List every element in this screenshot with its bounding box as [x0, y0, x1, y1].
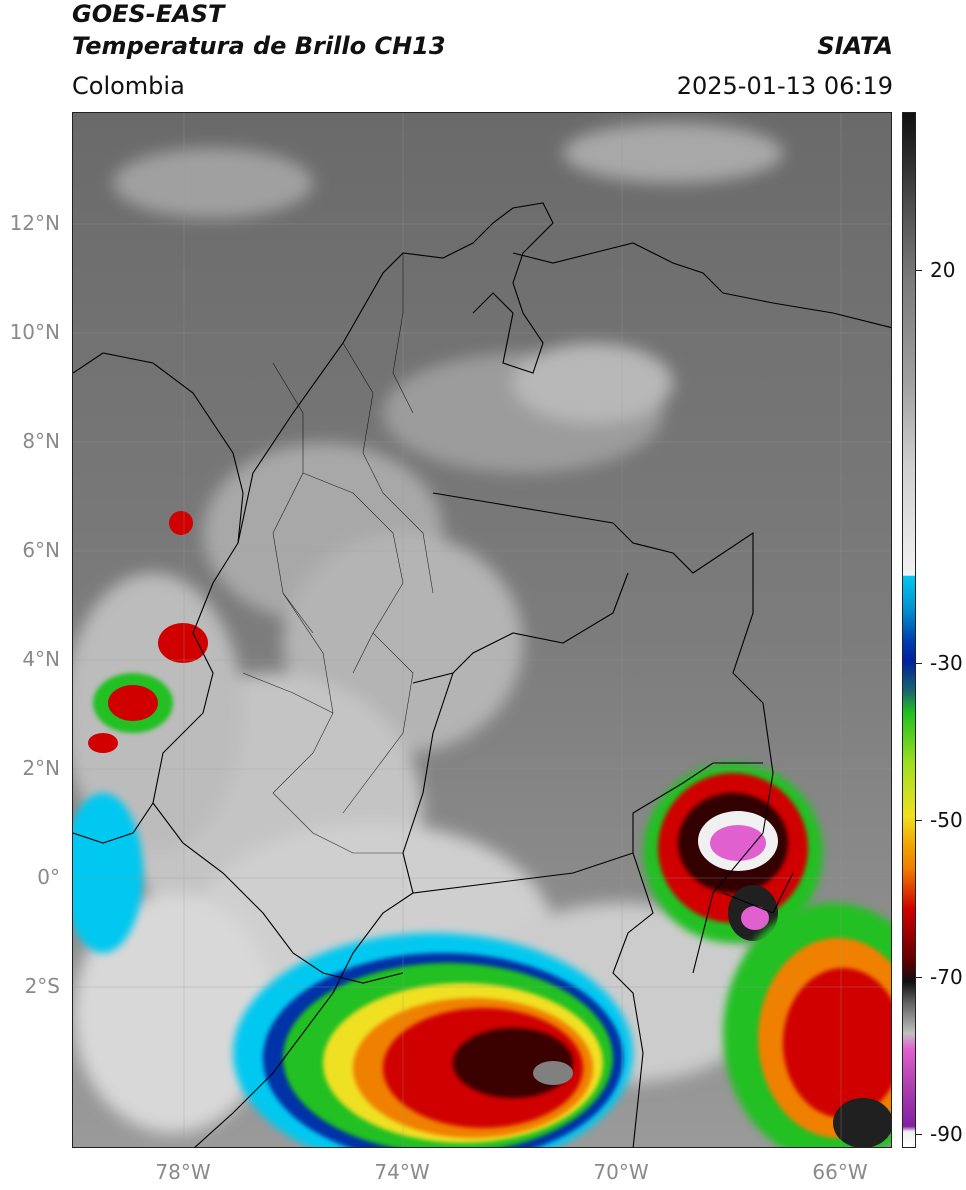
lat-label-2s: 2°S: [24, 974, 60, 998]
colorbar-tick-minus30: [916, 663, 922, 664]
lon-label-66w: 66°W: [812, 1160, 868, 1184]
lat-label-8n: 8°N: [22, 429, 60, 453]
convection-pacific: [73, 511, 208, 953]
temperature-colorbar: [902, 112, 916, 1148]
department-borders: [242, 253, 434, 854]
product-title: Temperatura de Brillo CH13: [72, 32, 446, 60]
colorbar-label-20: 20: [930, 258, 956, 282]
colorbar-label-minus30: -30: [930, 651, 963, 675]
colorbar-label-minus70: -70: [930, 965, 963, 989]
lat-label-6n: 6°N: [22, 538, 60, 562]
colorbar-label-minus50: -50: [930, 808, 963, 832]
lon-label-78w: 78°W: [155, 1160, 211, 1184]
convection-southwest: [233, 933, 633, 1147]
lat-label-2n: 2°N: [22, 756, 60, 780]
colorbar-tick-minus70: [916, 977, 922, 978]
lon-label-74w: 74°W: [374, 1160, 430, 1184]
organization-label: SIATA: [817, 32, 893, 60]
colorbar-tick-20: [916, 270, 922, 271]
lat-label-12n: 12°N: [9, 211, 60, 235]
lon-label-70w: 70°W: [593, 1160, 649, 1184]
region-label: Colombia: [72, 72, 185, 100]
colorbar-tick-minus90: [916, 1134, 922, 1135]
lat-label-4n: 4°N: [22, 647, 60, 671]
lat-label-0: 0°: [37, 865, 60, 889]
convection-southeast: [723, 903, 891, 1147]
convection-east: [643, 763, 823, 943]
borders: [73, 202, 891, 1147]
timestamp-label: 2025-01-13 06:19: [676, 72, 893, 100]
lat-label-10n: 10°N: [9, 320, 60, 344]
map-canvas: [73, 113, 891, 1147]
satellite-map[interactable]: [72, 112, 892, 1148]
satellite-title: GOES-EAST: [72, 0, 225, 28]
colorbar-label-minus90: -90: [930, 1122, 963, 1146]
colorbar-tick-minus50: [916, 820, 922, 821]
